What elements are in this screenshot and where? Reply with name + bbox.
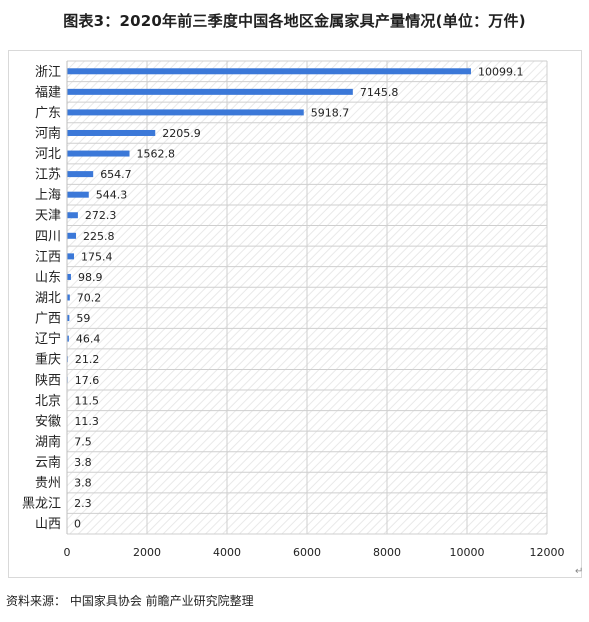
category-label: 重庆 xyxy=(35,352,61,368)
category-label: 广东 xyxy=(35,106,61,121)
category-label: 浙江 xyxy=(35,65,61,80)
data-label: 10099.1 xyxy=(478,65,524,78)
bar xyxy=(67,171,94,178)
bar xyxy=(67,109,304,116)
category-label: 黑龙江 xyxy=(22,497,61,512)
bar xyxy=(67,150,130,157)
category-label: 山东 xyxy=(35,270,61,285)
data-label: 272.3 xyxy=(85,209,117,222)
category-label: 北京 xyxy=(35,394,61,409)
data-label: 3.8 xyxy=(74,477,92,490)
category-label: 江苏 xyxy=(35,167,61,183)
x-tick-label: 2000 xyxy=(133,546,161,559)
data-label: 2205.9 xyxy=(162,127,201,140)
category-label: 天津 xyxy=(35,209,61,224)
bar xyxy=(67,273,71,280)
category-label: 安徽 xyxy=(35,414,61,429)
category-label: 湖南 xyxy=(35,434,61,450)
data-label: 2.3 xyxy=(74,497,92,510)
category-label: 山西 xyxy=(35,517,61,532)
bar xyxy=(67,191,89,198)
data-label: 1562.8 xyxy=(137,148,176,161)
bar xyxy=(67,232,77,239)
category-label: 云南 xyxy=(35,455,61,471)
category-label: 广西 xyxy=(35,312,61,327)
bar xyxy=(67,294,70,301)
category-label: 贵州 xyxy=(35,476,61,491)
category-label: 福建 xyxy=(35,85,61,100)
x-tick-labels: 0 2000 4000 6000 8000 10000 12000 xyxy=(64,546,565,559)
data-label: 46.4 xyxy=(76,333,101,346)
data-label: 59 xyxy=(76,312,90,325)
data-label: 98.9 xyxy=(78,271,103,284)
gridlines xyxy=(66,60,548,535)
data-label: 11.5 xyxy=(74,394,99,407)
bar xyxy=(67,68,471,75)
data-label: 70.2 xyxy=(77,292,102,305)
bar xyxy=(67,253,75,260)
x-tick-label: 0 xyxy=(64,546,71,559)
data-label: 544.3 xyxy=(96,189,128,202)
source-note: 资料来源： 中国家具协会 前瞻产业研究院整理 xyxy=(6,594,254,608)
x-tick-label: 10000 xyxy=(450,546,485,559)
x-tick-label: 12000 xyxy=(530,546,565,559)
category-label: 河北 xyxy=(35,147,61,162)
category-label: 辽宁 xyxy=(35,331,61,347)
data-label: 5918.7 xyxy=(311,106,350,119)
category-label: 上海 xyxy=(35,188,61,203)
category-label: 湖北 xyxy=(35,291,61,306)
data-label: 11.3 xyxy=(74,415,99,428)
bar xyxy=(67,212,78,219)
category-label: 陕西 xyxy=(35,373,61,388)
data-label: 7145.8 xyxy=(360,86,399,99)
data-label: 654.7 xyxy=(100,168,132,181)
bar xyxy=(67,315,70,322)
data-labels: 10099.1 7145.8 5918.7 2205.9 1562.8 654.7 544.… xyxy=(74,65,523,530)
category-label: 河南 xyxy=(35,125,61,141)
bar-chart: 浙江福建广东河南河北江苏上海天津四川江西山东湖北广西辽宁重庆陕西北京安徽湖南云南… xyxy=(22,60,565,559)
bar xyxy=(67,88,353,95)
category-labels: 浙江福建广东河南河北江苏上海天津四川江西山东湖北广西辽宁重庆陕西北京安徽湖南云南… xyxy=(22,65,61,532)
x-tick-label: 6000 xyxy=(293,546,321,559)
bar xyxy=(67,335,69,342)
category-label: 四川 xyxy=(35,229,61,244)
chart-container: 浙江福建广东河南河北江苏上海天津四川江西山东湖北广西辽宁重庆陕西北京安徽湖南云南… xyxy=(8,50,582,578)
x-tick-label: 8000 xyxy=(373,546,401,559)
bar xyxy=(67,129,156,136)
data-label: 175.4 xyxy=(81,250,113,263)
data-label: 3.8 xyxy=(74,456,92,469)
data-label: 21.2 xyxy=(75,353,100,366)
return-mark: ↵ xyxy=(575,566,584,577)
data-label: 0 xyxy=(74,518,81,531)
chart-title: 图表3：2020年前三季度中国各地区金属家具产量情况(单位：万件) xyxy=(63,12,526,30)
data-label: 17.6 xyxy=(75,374,100,387)
category-label: 江西 xyxy=(35,250,61,265)
x-tick-label: 4000 xyxy=(213,546,241,559)
data-label: 7.5 xyxy=(74,435,92,448)
data-label: 225.8 xyxy=(83,230,115,243)
